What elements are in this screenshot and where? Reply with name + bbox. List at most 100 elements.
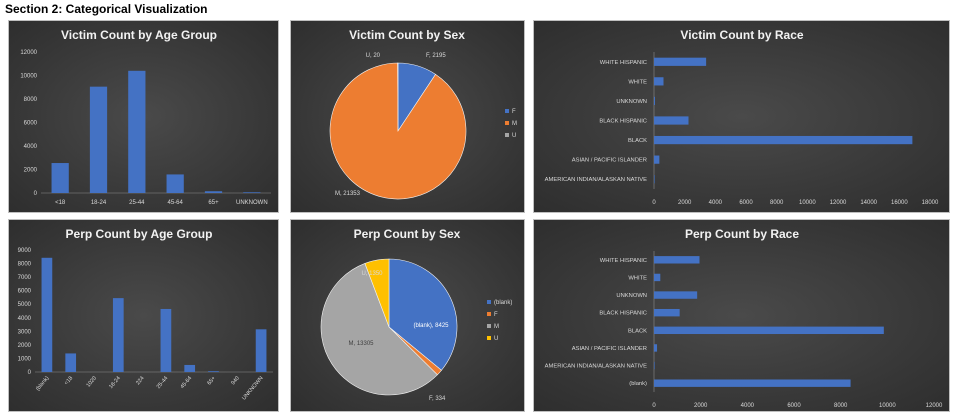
victim-race-bar: [654, 175, 655, 184]
perp-race-bar: [654, 273, 661, 282]
perp-race-title: Perp Count by Race: [685, 227, 799, 241]
victim-age-xtick: 65+: [208, 200, 219, 206]
victim-race-ytick: UNKNOWN: [616, 99, 647, 105]
victim-race-xtick: 4000: [709, 200, 723, 206]
perp-sex-data-label: U, 1350: [361, 271, 383, 277]
victim-race-xtick: 12000: [830, 200, 847, 206]
victim-race-xtick: 10000: [799, 200, 816, 206]
victim-race-xtick: 6000: [739, 200, 753, 206]
perp-race-xtick: 2000: [694, 403, 708, 409]
perp-age-bar: [65, 353, 77, 372]
victim-race-bar: [654, 96, 655, 106]
victim-age-bar: [51, 163, 69, 193]
perp-age-ytick: 0: [28, 370, 32, 376]
victim-race-bar: [654, 116, 689, 125]
victim-sex-data-label: F, 2195: [426, 53, 446, 59]
perp-race-bar: [654, 361, 655, 370]
victim-sex-legend-swatch: [505, 121, 509, 125]
perp-age-ytick: 5000: [18, 302, 32, 308]
victim-race-ytick: BLACK: [628, 138, 647, 144]
perp-age-ytick: 9000: [18, 248, 32, 254]
victim-sex-legend-label: M: [512, 121, 517, 127]
perp-race-ytick: AMERICAN INDIAN/ALASKAN NATIVE: [545, 364, 647, 370]
chart-panel-victim-race: Victim Count by Race 0 2000 4000 6000 8000 100…: [533, 20, 950, 213]
victim-race-xtick: 2000: [678, 200, 692, 206]
perp-age-ytick: 3000: [18, 329, 32, 335]
perp-race-xtick: 8000: [834, 403, 848, 409]
perp-age-title: Perp Count by Age Group: [66, 227, 213, 241]
perp-sex-chart: Perp Count by Sex (blank), 8425 F, 334 M, 1…: [320, 227, 512, 402]
perp-sex-legend-label: F: [494, 312, 498, 318]
victim-sex-legend-swatch: [505, 133, 509, 137]
perp-age-ytick: 6000: [18, 289, 32, 295]
perp-sex-data-label: M, 13305: [348, 341, 374, 347]
perp-sex-legend-label: U: [494, 336, 498, 342]
victim-race-ytick: AMERICAN INDIAN/ALASKAN NATIVE: [545, 177, 647, 183]
victim-sex-slice: [329, 62, 467, 200]
perp-race-xtick: 4000: [741, 403, 755, 409]
perp-sex-slice: [388, 258, 458, 371]
perp-sex-data-label: F, 334: [429, 396, 446, 402]
victim-race-bar: [654, 135, 913, 145]
perp-age-ytick: 1000: [18, 356, 32, 362]
perp-age-ytick: 8000: [18, 262, 32, 268]
victim-age-ytick: 4000: [24, 144, 38, 150]
perp-race-bar: [654, 326, 884, 335]
perp-age-ytick: 4000: [18, 316, 32, 322]
chart-panel-perp-sex: Perp Count by Sex (blank), 8425 F, 334 M, 1…: [290, 219, 525, 412]
victim-race-xtick: 0: [652, 200, 656, 206]
victim-age-ytick: 2000: [24, 168, 38, 174]
victim-age-ytick: 10000: [20, 74, 37, 80]
perp-sex-slice: [364, 258, 390, 328]
victim-age-xtick: 18-24: [91, 200, 107, 206]
victim-age-ytick: 0: [34, 191, 38, 197]
victim-sex-title: Victim Count by Sex: [349, 28, 465, 42]
victim-age-bar: [89, 86, 108, 193]
perp-race-xtick: 6000: [787, 403, 801, 409]
victim-age-ytick: 8000: [24, 97, 38, 103]
victim-sex-legend-label: U: [512, 133, 516, 139]
perp-age-xtick: UNKNOWN: [241, 375, 264, 401]
victim-race-xtick: 8000: [770, 200, 784, 206]
perp-race-chart: Perp Count by Race 0 2000 4000 6000 8000 10000…: [545, 227, 943, 409]
perp-sex-legend-swatch: [487, 336, 491, 340]
perp-race-ytick: WHITE: [628, 275, 647, 281]
perp-race-bar: [654, 256, 700, 264]
victim-age-xtick: 25-44: [129, 200, 145, 206]
victim-race-ytick: BLACK HISPANIC: [599, 119, 647, 125]
chart-panel-perp-age: Perp Count by Age Group 0 1000 2000 3000 4000…: [8, 219, 279, 412]
perp-sex-title: Perp Count by Sex: [354, 227, 461, 241]
perp-race-ytick: BLACK: [628, 328, 647, 334]
perp-age-xtick: (blank): [35, 375, 51, 392]
chart-panel-perp-race: Perp Count by Race 0 2000 4000 6000 8000 10000…: [533, 219, 950, 412]
perp-age-bar: [112, 298, 124, 372]
perp-age-chart: Perp Count by Age Group 0 1000 2000 3000 4000…: [18, 227, 273, 402]
perp-race-xtick: 12000: [926, 403, 943, 409]
victim-age-bar: [204, 191, 223, 193]
victim-race-chart: Victim Count by Race 0 2000 4000 6000 8000 100…: [545, 28, 939, 206]
perp-age-xtick: 18-24: [108, 375, 122, 390]
perp-sex-legend-label: (blank): [494, 300, 512, 306]
perp-age-bar: [160, 308, 172, 372]
perp-sex-slice: [320, 263, 438, 396]
victim-age-ytick: 6000: [24, 121, 38, 127]
perp-race-ytick: BLACK HISPANIC: [599, 311, 647, 317]
perp-age-xtick: 65+: [206, 375, 217, 386]
victim-age-xtick: UNKNOWN: [236, 200, 268, 206]
chart-panel-victim-age: Victim Count by Age Group 0 2000 4000 6000 80…: [8, 20, 279, 213]
perp-race-xtick: 0: [652, 403, 656, 409]
perp-race-bar: [654, 308, 680, 317]
section-title: Section 2: Categorical Visualization: [5, 2, 208, 16]
victim-race-title: Victim Count by Race: [680, 28, 803, 42]
perp-age-bar: [208, 371, 219, 372]
perp-race-ytick: WHITE HISPANIC: [600, 258, 647, 264]
victim-race-bar: [654, 57, 707, 66]
victim-sex-chart: Victim Count by Sex F, 2195 M, 21353 U, 20 F…: [329, 28, 517, 200]
victim-sex-legend-swatch: [505, 109, 509, 113]
victim-race-xtick: 18000: [922, 200, 939, 206]
victim-age-bar: [128, 70, 146, 193]
perp-age-ytick: 7000: [18, 275, 32, 281]
victim-age-chart: Victim Count by Age Group 0 2000 4000 6000 80…: [20, 28, 271, 206]
chart-panel-victim-sex: Victim Count by Sex F, 2195 M, 21353 U, 20 F…: [290, 20, 525, 213]
victim-sex-data-label: U, 20: [366, 53, 381, 59]
